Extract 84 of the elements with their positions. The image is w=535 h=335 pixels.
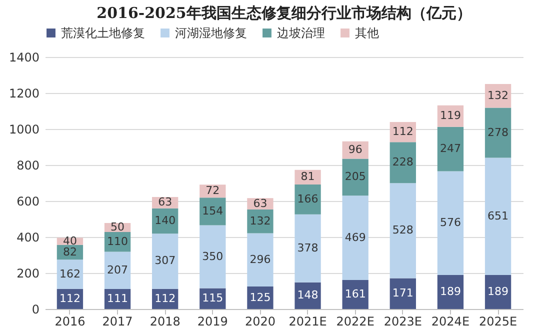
y-tick-label: 1200 [8, 86, 40, 100]
data-label: 112 [154, 292, 176, 305]
data-label: 278 [488, 126, 509, 139]
bar [294, 184, 321, 214]
data-label: 119 [440, 109, 461, 122]
legend-label: 荒漠化土地修复 [61, 26, 145, 40]
data-label: 140 [154, 214, 176, 227]
y-tick-label: 600 [16, 194, 40, 208]
bar [437, 171, 464, 275]
x-tick-label: 2018 [150, 314, 180, 328]
legend-label: 河湖湿地修复 [175, 26, 247, 40]
data-label: 171 [392, 286, 414, 300]
bar [200, 225, 226, 288]
y-tick-label: 800 [16, 158, 40, 172]
data-label: 161 [344, 288, 366, 301]
chart-title: 2016-2025年我国生态修复细分行业市场结构（亿元） [96, 4, 472, 22]
data-label: 96 [348, 143, 362, 156]
bar [342, 158, 368, 196]
data-label: 350 [202, 250, 224, 263]
data-label: 189 [440, 284, 461, 298]
bar [484, 158, 512, 275]
x-tick-label: 2022E [336, 314, 374, 328]
data-label: 50 [110, 220, 125, 234]
y-tick-label: 1000 [8, 122, 40, 136]
bar [56, 260, 84, 289]
x-tick-label: 2025E [478, 314, 518, 328]
data-label: 378 [297, 241, 318, 254]
data-label: 247 [440, 142, 461, 156]
bar [390, 278, 416, 309]
data-label: 40 [62, 234, 77, 248]
x-tick-label: 2017 [102, 314, 133, 328]
bar [247, 286, 274, 309]
x-tick-label: 2021E [288, 314, 327, 328]
bar [342, 196, 368, 280]
data-label: 132 [488, 88, 509, 102]
bar [437, 126, 464, 172]
x-tick-label: 2023E [384, 314, 422, 328]
data-label: 228 [392, 156, 414, 169]
bar [200, 198, 226, 226]
bar [390, 183, 416, 278]
x-tick-label: 2019 [197, 314, 228, 328]
data-label: 148 [297, 288, 318, 302]
data-label: 63 [253, 196, 268, 210]
bar [104, 252, 131, 290]
bar [294, 214, 321, 282]
bar [390, 142, 416, 184]
data-label: 125 [250, 290, 271, 304]
legend-label: 边坡治理 [277, 26, 325, 40]
data-label: 307 [154, 254, 176, 268]
data-label: 112 [392, 125, 414, 138]
bar [484, 108, 512, 158]
data-label: 576 [440, 216, 461, 230]
data-label: 207 [107, 263, 128, 276]
x-tick-label: 2024E [431, 314, 470, 328]
data-label: 469 [344, 230, 366, 244]
data-label: 82 [62, 245, 77, 258]
bar [247, 233, 274, 286]
data-label: 72 [206, 184, 220, 198]
data-label: 63 [158, 196, 172, 209]
data-label: 205 [344, 170, 366, 184]
y-tick-label: 200 [16, 266, 40, 280]
legend-label: 其他 [355, 26, 379, 40]
bar [484, 274, 512, 309]
data-label: 296 [250, 252, 271, 266]
data-label: 115 [202, 292, 224, 305]
x-tick-label: 2016 [54, 314, 86, 328]
bar [152, 234, 178, 289]
y-tick-label: 1400 [8, 50, 40, 64]
y-tick-label: 0 [32, 302, 40, 316]
data-label: 651 [488, 209, 509, 222]
bar [437, 274, 464, 309]
data-label: 166 [297, 192, 318, 206]
bar [342, 280, 368, 309]
data-label: 162 [59, 267, 80, 280]
data-label: 132 [250, 214, 271, 228]
y-tick-label: 400 [16, 230, 40, 244]
x-tick-label: 2020 [244, 314, 276, 328]
data-label: 112 [59, 292, 80, 305]
data-label: 111 [107, 292, 128, 306]
data-label: 528 [392, 224, 414, 237]
data-label: 110 [107, 234, 128, 248]
data-label: 154 [202, 204, 224, 218]
data-label: 189 [488, 284, 509, 298]
data-label: 81 [300, 170, 315, 184]
